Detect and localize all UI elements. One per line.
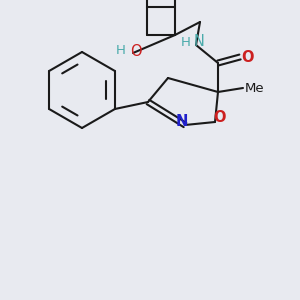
Text: H: H [181,37,191,50]
Text: N: N [176,113,188,128]
Text: Me: Me [245,82,265,94]
Text: O: O [130,44,142,59]
Text: O: O [242,50,254,64]
Text: N: N [194,34,204,50]
Text: H: H [116,44,126,58]
Text: O: O [214,110,226,125]
